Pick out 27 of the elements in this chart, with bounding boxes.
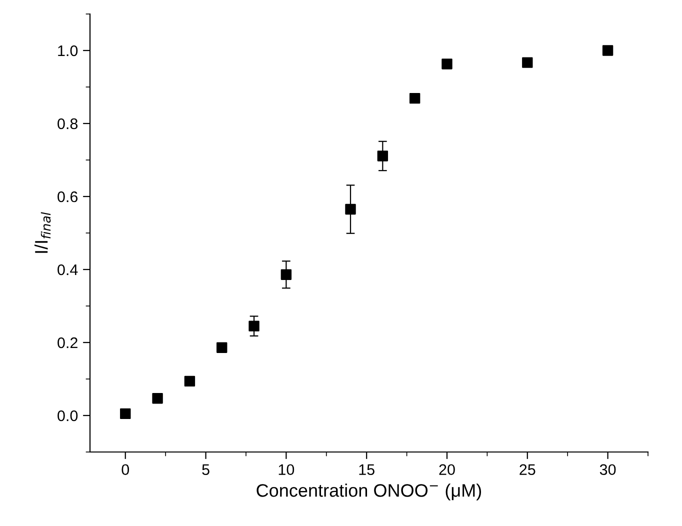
x-tick-label: 20: [439, 464, 455, 476]
x-axis-title: Concentration ONOO$^{−}$ (μM): [256, 484, 482, 500]
y-tick-label: 0.8: [58, 118, 78, 130]
point: [345, 204, 356, 215]
point: [602, 45, 614, 56]
y-tick-label: 0.4: [58, 264, 78, 276]
y-tick-label: 0.0: [58, 410, 78, 422]
point: [377, 150, 388, 162]
x-tick-label: 10: [278, 464, 294, 476]
point: [152, 392, 163, 404]
point: [280, 269, 292, 280]
point: [248, 320, 260, 332]
x-tick-label: 5: [202, 464, 210, 476]
x-tick-label: 25: [520, 464, 536, 476]
point: [184, 376, 196, 387]
y-axis-title: I/I$_{final}$: [34, 212, 51, 253]
point: [522, 57, 533, 68]
x-tick-label: 0: [122, 464, 130, 476]
y-tick-label: 1.0: [58, 45, 78, 56]
point: [409, 92, 420, 104]
point: [120, 408, 131, 420]
y-tick-label: 0.2: [58, 337, 78, 348]
point: [216, 342, 228, 353]
x-tick-label: 30: [600, 464, 616, 476]
x-tick-label: 15: [359, 464, 374, 476]
y-tick-label: 0.6: [58, 191, 78, 202]
point: [442, 58, 452, 70]
